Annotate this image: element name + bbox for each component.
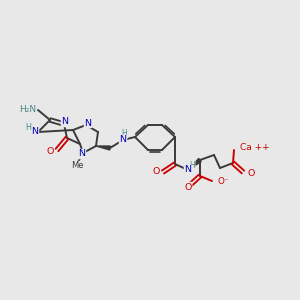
Polygon shape [188,158,201,170]
Text: O: O [153,167,160,176]
Text: H: H [25,124,31,133]
Text: N: N [79,149,86,158]
Text: H: H [121,130,127,139]
Text: Ca ++: Ca ++ [240,142,270,152]
Text: H₂N: H₂N [19,106,36,115]
Text: O⁻: O⁻ [239,145,250,154]
Text: O: O [46,146,54,155]
Text: Me: Me [71,161,83,170]
Polygon shape [96,146,110,150]
Text: N: N [85,118,92,127]
Text: N: N [61,118,68,127]
Text: H: H [189,160,195,169]
Text: O: O [248,169,255,178]
Text: N: N [32,128,38,136]
Text: O⁻: O⁻ [217,178,229,187]
Text: N: N [184,166,191,175]
Text: N: N [119,136,127,145]
Text: O: O [184,182,192,191]
